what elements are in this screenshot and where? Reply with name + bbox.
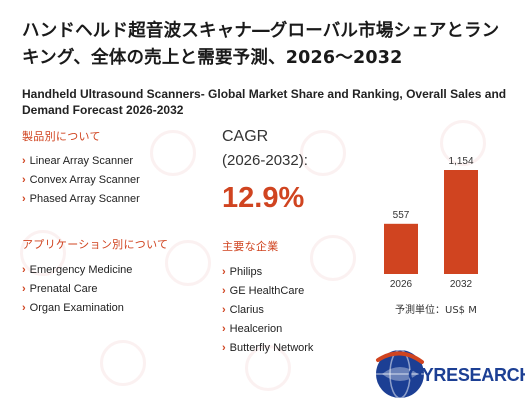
chevron-right-icon: ›	[22, 302, 26, 314]
list-item: › Linear Array Scanner	[22, 155, 134, 167]
watermark-logo	[440, 120, 486, 166]
watermark-logo	[20, 230, 66, 276]
page-title-en: Handheld Ultrasound Scanners- Global Mar…	[22, 87, 507, 117]
qyresearch-logo: QYRESEARCH	[372, 340, 525, 406]
data-label-2032: 1,154	[448, 156, 473, 167]
product-list: › Linear Array Scanner › Convex Array Scan…	[22, 152, 140, 209]
cagr-value: 12.9%	[222, 182, 305, 214]
cagr-label: CAGR	[222, 128, 269, 145]
companies-section-heading: 主要な企業	[222, 240, 279, 253]
unit-label: 予測単位：US$ M	[395, 305, 477, 316]
logo-text: QYRESEARCH	[408, 365, 525, 385]
list-item: › Clarius	[222, 304, 264, 316]
chevron-right-icon: ›	[22, 174, 26, 186]
watermark-logo	[310, 235, 356, 281]
chevron-right-icon: ›	[222, 285, 226, 297]
chevron-right-icon: ›	[222, 342, 226, 354]
watermark-logo	[165, 240, 211, 286]
list-item: › Emergency Medicine	[22, 264, 133, 276]
watermark-logo	[245, 345, 291, 391]
chevron-right-icon: ›	[222, 323, 226, 335]
list-item: › Organ Examination	[22, 302, 124, 314]
bar-2026	[384, 223, 418, 274]
watermark-logo	[100, 340, 146, 386]
list-item: › Butterfly Network	[222, 342, 314, 354]
application-list: › Emergency Medicine › Prenatal Care › Orga…	[22, 261, 132, 318]
forecast-bar-chart: 557 2026 1,154 2032	[384, 156, 478, 290]
page-title-jp: ハンドヘルド超音波スキャナ―グローバル市場シェアとランキング、全体の売上と需要予…	[22, 21, 500, 68]
application-section-heading: アプリケーション別について	[22, 238, 169, 251]
list-item: › Convex Array Scanner	[22, 174, 140, 186]
companies-list: › Philips › GE HealthCare › Clarius › Healce…	[222, 263, 313, 358]
bar-2032	[444, 170, 478, 274]
chevron-right-icon: ›	[22, 155, 26, 167]
product-section-heading: 製品別について	[22, 130, 101, 143]
list-item: › Phased Array Scanner	[22, 193, 140, 205]
list-item: › Healcerion	[222, 323, 283, 335]
chevron-right-icon: ›	[222, 266, 226, 278]
data-label-2026: 557	[393, 210, 410, 221]
chevron-right-icon: ›	[222, 304, 226, 316]
list-item: › Prenatal Care	[22, 283, 98, 295]
list-item: › Philips	[222, 266, 263, 278]
watermark-logo	[150, 130, 196, 176]
list-item: › GE HealthCare	[222, 285, 305, 297]
globe-icon	[376, 349, 424, 399]
chevron-right-icon: ›	[22, 264, 26, 276]
cagr-period: (2026-2032):	[222, 152, 308, 169]
chevron-right-icon: ›	[22, 193, 26, 205]
x-tick-label-2026: 2026	[390, 279, 413, 290]
chevron-right-icon: ›	[22, 283, 26, 295]
x-tick-label-2032: 2032	[450, 279, 473, 290]
watermark-logo	[300, 130, 346, 176]
